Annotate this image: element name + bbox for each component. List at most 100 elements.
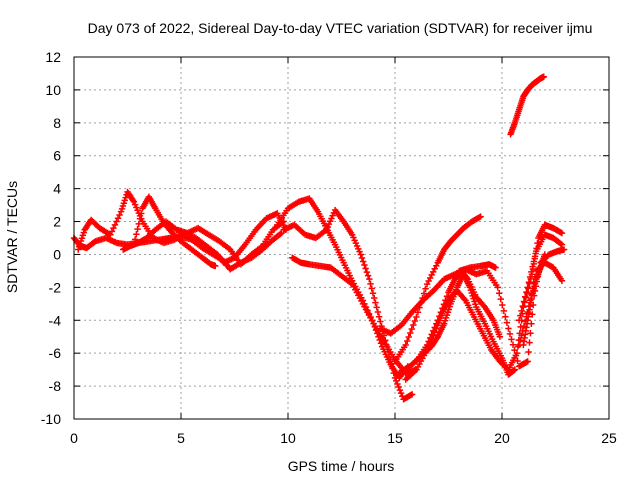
data-point (414, 309, 422, 316)
data-point (374, 308, 382, 316)
y-tick-label: -4 (49, 312, 62, 328)
y-tick-label: 2 (53, 214, 61, 230)
data-point (362, 265, 369, 272)
data-point (405, 333, 412, 341)
y-tick-label: 10 (45, 82, 61, 98)
data-point (411, 317, 419, 325)
data-point (358, 254, 366, 262)
data-point (496, 333, 504, 340)
series-track-6 (280, 206, 416, 403)
x-axis-label: GPS time / hours (288, 458, 395, 474)
data-point (363, 268, 371, 276)
series-track-15 (515, 231, 566, 324)
series-track-7 (289, 254, 420, 377)
data-point (388, 360, 395, 367)
series-track-9 (391, 213, 484, 365)
data-point (541, 251, 548, 258)
x-tick-label: 20 (494, 430, 510, 446)
data-point (497, 295, 504, 303)
data-point (212, 262, 219, 270)
y-tick-label: 12 (45, 49, 61, 65)
data-point (502, 313, 509, 320)
data-point (526, 339, 533, 346)
data-point (136, 215, 144, 222)
data-point (377, 340, 385, 347)
data-point (437, 309, 445, 316)
data-point (528, 268, 535, 276)
data-point (509, 341, 517, 348)
data-point (434, 317, 441, 324)
data-point (524, 284, 531, 291)
data-point (116, 211, 123, 219)
data-point (558, 229, 566, 237)
data-point (371, 294, 378, 302)
y-tick-label: 8 (53, 115, 61, 131)
data-point (130, 241, 138, 248)
data-point (425, 338, 432, 345)
x-tick-label: 10 (280, 430, 296, 446)
data-point (442, 297, 449, 304)
data-point (369, 290, 377, 297)
data-point (531, 253, 539, 260)
data-point (503, 319, 511, 326)
x-tick-label: 0 (70, 430, 78, 446)
data-point (407, 329, 414, 337)
data-point (428, 331, 435, 338)
data-markers (70, 73, 568, 403)
data-point (395, 383, 402, 391)
y-tick-label: 0 (53, 246, 61, 262)
data-point (443, 293, 451, 300)
data-point (393, 377, 400, 385)
data-point (375, 313, 383, 320)
data-point (529, 311, 536, 318)
data-point (361, 261, 368, 269)
plot-frame (73, 56, 610, 420)
data-point (114, 215, 122, 222)
data-point (408, 325, 416, 333)
data-point (107, 231, 114, 238)
series-track-16 (520, 251, 548, 349)
data-point (433, 320, 440, 327)
data-point (505, 325, 512, 332)
data-point (525, 348, 532, 356)
data-point (423, 341, 431, 349)
data-point (373, 304, 380, 311)
x-tick-label: 25 (601, 430, 617, 446)
data-point (366, 275, 373, 283)
data-point (426, 334, 434, 342)
data-point (520, 298, 528, 305)
data-point (368, 285, 375, 292)
data-point (133, 231, 140, 238)
data-point (135, 220, 143, 228)
data-point (522, 293, 529, 300)
data-point (526, 273, 534, 281)
x-tick-label: 5 (177, 430, 185, 446)
data-point (417, 299, 425, 307)
data-point (402, 341, 409, 349)
data-point (523, 288, 530, 296)
data-point (376, 336, 383, 344)
data-point (390, 369, 397, 377)
data-point (430, 327, 437, 335)
data-point (513, 349, 521, 357)
data-point (377, 318, 384, 325)
data-point (506, 330, 514, 338)
data-point (280, 218, 287, 225)
data-point (372, 299, 379, 306)
data-point (404, 337, 411, 345)
y-tick-label: -2 (49, 279, 62, 295)
data-point (419, 294, 426, 302)
data-point (364, 272, 372, 279)
data-point (527, 330, 534, 337)
chart-title: Day 073 of 2022, Sidereal Day-to-day VTE… (88, 20, 593, 36)
data-point (517, 312, 524, 319)
y-axis: -10 -8 -6 -4 -2 0 2 4 6 8 10 12 (41, 49, 609, 427)
data-point (138, 210, 145, 217)
data-point (525, 278, 533, 286)
data-point (494, 284, 501, 291)
data-point (519, 302, 526, 310)
data-point (413, 313, 420, 321)
data-point (524, 358, 531, 365)
data-point (557, 240, 564, 247)
